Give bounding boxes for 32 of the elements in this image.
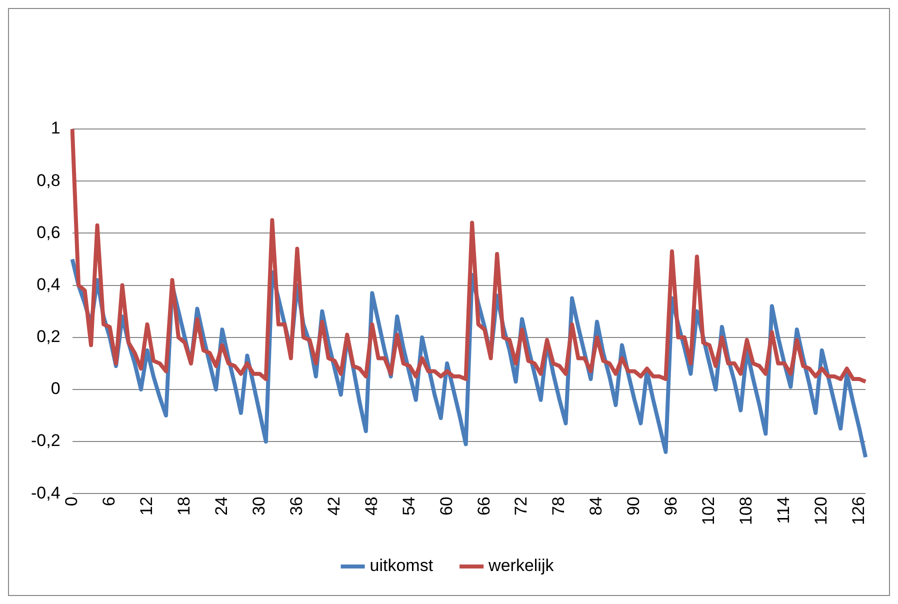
y-tick-label: 0 [50, 379, 60, 398]
x-tick-label: 66 [474, 496, 494, 516]
x-tick-label: 108 [736, 496, 756, 526]
legend-label: werkelijk [488, 556, 554, 576]
y-tick-label: 0,2 [36, 327, 60, 346]
x-tick-label: 6 [99, 496, 118, 506]
x-tick-label: 36 [286, 496, 306, 516]
y-tick-label: 0,6 [36, 222, 60, 242]
x-tick-label: 30 [249, 496, 268, 516]
x-tick-label: 96 [662, 496, 681, 516]
y-tick-label: -0,4 [30, 483, 60, 502]
y-tick-label: 0,8 [36, 170, 60, 190]
x-tick-label: 24 [212, 496, 231, 516]
x-tick-label: 60 [436, 496, 456, 516]
x-tick-label: 54 [399, 496, 418, 516]
x-tick-label: 42 [324, 496, 344, 516]
x-tick-label: 114 [774, 496, 794, 524]
legend-label: uitkomst [370, 556, 434, 576]
x-tick-label: 48 [362, 496, 381, 516]
x-tick-label: 18 [174, 496, 194, 516]
y-tick-label: 0,4 [36, 274, 60, 294]
y-tick-label: -0,2 [30, 431, 60, 450]
x-tick-label: 72 [512, 496, 531, 516]
x-tick-label: 126 [849, 496, 868, 526]
x-tick-label: 0 [62, 496, 81, 506]
x-tick-label: 120 [812, 496, 831, 526]
x-tick-label: 78 [549, 496, 568, 516]
x-tick-label: 84 [586, 496, 606, 516]
x-tick-label: 102 [699, 496, 718, 526]
x-tick-label: 90 [624, 496, 644, 516]
y-tick-label: 1 [50, 118, 60, 138]
x-tick-label: 12 [136, 496, 156, 516]
